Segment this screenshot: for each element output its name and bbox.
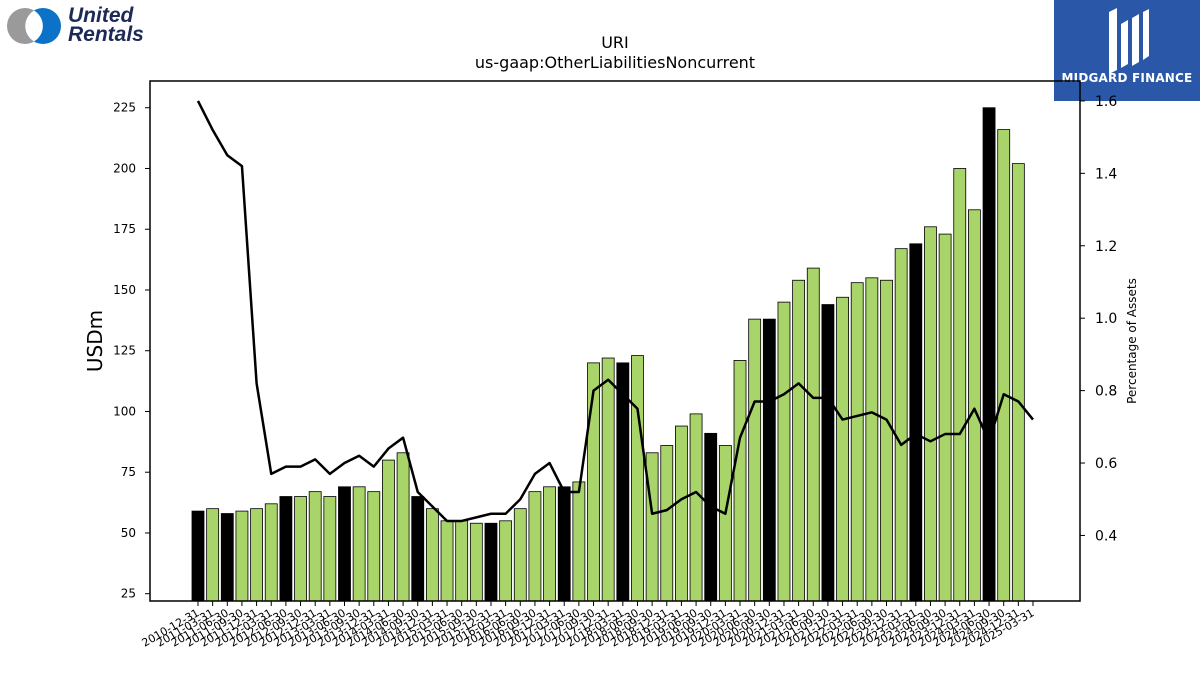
y2-tick-label: 0.6 [1095, 456, 1117, 472]
bar [396, 452, 410, 602]
bar [660, 445, 674, 602]
y2-tick-label: 1.4 [1095, 166, 1117, 182]
bar [821, 304, 835, 602]
bar [220, 513, 234, 602]
bar [338, 486, 351, 602]
bar [733, 360, 747, 602]
y-tick-label: 150 [113, 283, 136, 297]
y2-tick-label: 1.6 [1095, 94, 1117, 110]
y2-tick-label: 1.0 [1095, 311, 1117, 327]
bar [894, 248, 908, 602]
y-tick-label: 25 [121, 587, 136, 601]
bar [836, 296, 849, 602]
bar [528, 491, 542, 602]
bar [968, 209, 981, 602]
bar [352, 486, 366, 602]
chart-title: URI [601, 33, 629, 52]
logo-line-2: Rentals [68, 23, 144, 46]
bar [880, 279, 893, 602]
bar [675, 425, 688, 602]
y-axis-ticks: 25 50 75 100 125 150 175 200 225 [113, 101, 150, 601]
bar [704, 432, 718, 602]
bar [924, 226, 937, 602]
united-rentals-logo: United Rentals [6, 4, 166, 50]
bar [264, 503, 278, 602]
chart-subtitle: us-gaap:OtherLiabilitiesNoncurrent [475, 53, 755, 72]
bar [279, 496, 293, 602]
midgard-finance-logo: MIDGARD FINANCE [1054, 0, 1200, 101]
bar [689, 413, 703, 602]
y-tick-label: 125 [113, 344, 136, 358]
bar [411, 496, 425, 602]
percentage-line [196, 100, 1034, 523]
logo-line-1: United [68, 4, 134, 27]
bar [235, 510, 249, 602]
y-tick-label: 175 [113, 222, 136, 236]
bar [938, 233, 952, 602]
bar [440, 520, 454, 602]
bar [206, 508, 220, 602]
x-axis-ticks: 2010-12-312011-03-312011-06-302011-09-30… [140, 601, 1037, 650]
bar [762, 318, 776, 602]
bar [631, 355, 644, 602]
bar [865, 277, 879, 602]
bar [953, 168, 967, 602]
bar [909, 243, 923, 602]
y-tick-label: 200 [113, 161, 136, 175]
bar [469, 522, 483, 602]
bar [455, 520, 469, 602]
bar [425, 508, 439, 602]
bars-group [191, 107, 1025, 602]
y2-axis-ticks: 0.4 0.6 0.8 1.0 1.2 1.4 1.6 [1080, 94, 1117, 544]
y2-axis-label: Percentage of Assets [1125, 278, 1139, 404]
y2-tick-label: 0.4 [1095, 528, 1117, 544]
bar [484, 522, 498, 602]
bar [777, 301, 791, 602]
united-rentals-mark-icon [7, 8, 61, 44]
y2-tick-label: 0.8 [1095, 384, 1117, 400]
united-rentals-wordmark: United Rentals [68, 4, 144, 46]
bar [1011, 163, 1025, 602]
y-tick-label: 225 [113, 101, 136, 115]
y-tick-label: 50 [121, 526, 136, 540]
bar [308, 491, 322, 602]
bar [748, 318, 762, 602]
plot-frame [149, 80, 1081, 602]
bar [792, 279, 806, 602]
bar [250, 508, 263, 602]
y2-tick-label: 1.2 [1095, 239, 1117, 255]
bar [499, 520, 513, 602]
bar [367, 491, 381, 602]
bar [543, 486, 556, 602]
bar [997, 129, 1011, 602]
bar [323, 496, 337, 602]
bar [806, 267, 820, 602]
bar [850, 282, 864, 602]
bar [601, 357, 615, 602]
bar [513, 508, 527, 602]
midgard-mark-icon [1109, 8, 1149, 74]
y-axis-label: USDm [83, 310, 107, 372]
bar [382, 459, 395, 602]
bar [982, 107, 996, 602]
bar [718, 445, 732, 602]
bar [557, 486, 571, 602]
y-tick-label: 100 [113, 404, 136, 418]
midgard-finance-text: MIDGARD FINANCE [1061, 71, 1193, 85]
bar [572, 481, 586, 602]
bar [294, 496, 307, 602]
bar [191, 510, 205, 602]
y-tick-label: 75 [121, 465, 136, 479]
